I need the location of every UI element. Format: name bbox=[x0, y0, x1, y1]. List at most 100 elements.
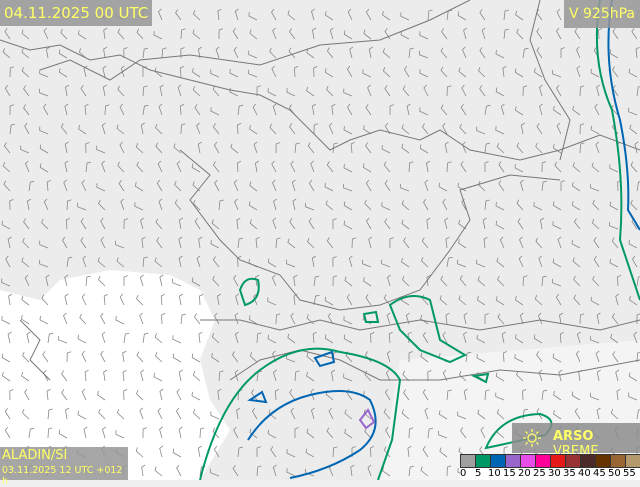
wind-barb bbox=[556, 84, 562, 97]
wind-barb bbox=[254, 160, 260, 173]
wind-barb bbox=[541, 180, 548, 192]
wind-barb bbox=[213, 445, 220, 458]
wind-barb bbox=[573, 294, 581, 306]
wind-barb bbox=[176, 464, 182, 477]
wind-barb bbox=[590, 183, 600, 192]
wind-barb bbox=[480, 426, 486, 439]
wind-barb bbox=[115, 240, 125, 249]
wind-barb bbox=[3, 142, 11, 154]
wind-barb bbox=[403, 65, 410, 78]
wind-barb bbox=[536, 46, 543, 59]
wind-barb bbox=[230, 143, 239, 154]
wind-barb bbox=[77, 202, 87, 211]
isotach-blue bbox=[247, 0, 640, 479]
wind-barb bbox=[367, 464, 372, 477]
wind-barb bbox=[427, 9, 433, 21]
wind-barb bbox=[199, 427, 205, 439]
wind-barb bbox=[175, 9, 182, 21]
wind-barb bbox=[559, 331, 565, 344]
wind-barb bbox=[173, 143, 182, 154]
wind-barb bbox=[406, 103, 411, 116]
wind-barb bbox=[514, 68, 524, 78]
wind-barb bbox=[633, 331, 638, 344]
wind-barb bbox=[210, 468, 220, 477]
wind-barb bbox=[80, 84, 87, 97]
wind-barb bbox=[384, 179, 391, 192]
wind-barb bbox=[212, 256, 220, 268]
wind-barb bbox=[419, 69, 429, 78]
wind-barb bbox=[142, 332, 149, 344]
wind-barb bbox=[2, 48, 11, 59]
wind-barb bbox=[502, 350, 508, 363]
wind-barb bbox=[500, 103, 505, 116]
wind-barb bbox=[286, 259, 296, 268]
wind-barb bbox=[78, 48, 87, 59]
wind-barb bbox=[196, 255, 201, 268]
wind-barb bbox=[268, 409, 277, 420]
wind-barb bbox=[194, 313, 201, 325]
wind-barb bbox=[560, 180, 565, 191]
wind-barb bbox=[402, 275, 410, 287]
wind-barb bbox=[140, 122, 145, 135]
wind-barb bbox=[256, 85, 261, 97]
wind-barb bbox=[558, 369, 563, 382]
wind-barb bbox=[61, 389, 68, 401]
wind-barb bbox=[288, 47, 296, 59]
wind-barb bbox=[424, 179, 429, 192]
wind-barb bbox=[8, 293, 13, 306]
wind-barb bbox=[344, 409, 353, 420]
wind-barb bbox=[65, 84, 70, 97]
wind-barb bbox=[457, 259, 467, 268]
wind-barb bbox=[362, 69, 372, 78]
wind-barb bbox=[629, 295, 638, 306]
wind-barb bbox=[385, 369, 391, 382]
wind-barb bbox=[592, 275, 600, 287]
wind-barb bbox=[343, 125, 353, 135]
wind-barb bbox=[123, 275, 128, 287]
wind-barb bbox=[290, 407, 296, 420]
wind-barb bbox=[611, 313, 619, 325]
brand-strong: ARSO bbox=[553, 429, 594, 444]
wind-barb bbox=[81, 179, 87, 192]
wind-barb bbox=[22, 351, 30, 363]
wind-barb bbox=[419, 144, 429, 154]
wind-barb bbox=[236, 122, 242, 135]
wind-barb bbox=[427, 370, 432, 382]
wind-barb bbox=[123, 332, 130, 344]
wind-barb bbox=[217, 8, 222, 21]
wind-barb bbox=[58, 49, 68, 59]
wind-barb bbox=[136, 294, 144, 306]
wind-barb bbox=[348, 255, 353, 268]
wind-barb bbox=[385, 426, 391, 439]
wind-barb bbox=[66, 199, 72, 211]
wind-barb bbox=[210, 69, 220, 78]
wind-barb bbox=[180, 123, 186, 135]
wind-barb bbox=[635, 46, 640, 59]
wind-barb bbox=[21, 257, 30, 268]
wind-barb bbox=[571, 239, 581, 249]
wind-barb bbox=[156, 237, 163, 249]
wind-barb bbox=[536, 351, 543, 363]
wind-barb bbox=[522, 85, 528, 97]
wind-barb bbox=[576, 46, 581, 59]
wind-barb bbox=[60, 28, 68, 40]
wind-barb bbox=[96, 145, 106, 154]
wind-barb bbox=[198, 331, 203, 344]
wind-barb bbox=[476, 353, 486, 363]
wind-barb bbox=[80, 217, 87, 230]
wind-barb bbox=[553, 106, 562, 116]
wind-barb bbox=[213, 141, 220, 154]
wind-barb bbox=[595, 141, 600, 154]
wind-barb bbox=[191, 277, 201, 287]
wind-barb bbox=[401, 200, 410, 211]
wind-barb bbox=[248, 50, 258, 59]
wind-barb bbox=[484, 142, 491, 154]
wind-barb bbox=[537, 312, 543, 325]
wind-barb bbox=[609, 258, 619, 268]
wind-barb bbox=[236, 407, 241, 420]
wind-barb bbox=[64, 293, 69, 306]
wind-barb bbox=[628, 68, 638, 78]
wind-barb bbox=[484, 389, 490, 401]
wind-barb bbox=[609, 164, 619, 173]
wind-barb bbox=[497, 313, 505, 325]
